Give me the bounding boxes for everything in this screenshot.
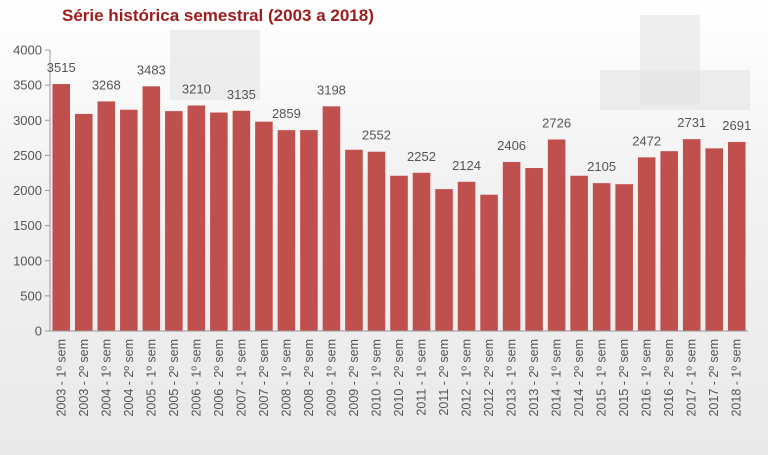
x-tick-label: 2016 - 2º sem bbox=[662, 339, 676, 417]
x-tick-label: 2017 - 1º sem bbox=[685, 339, 699, 417]
bar bbox=[660, 151, 678, 331]
bar bbox=[637, 157, 656, 331]
x-tick-label: 2013 - 2º sem bbox=[527, 339, 541, 417]
x-tick-label: 2005 - 1º sem bbox=[144, 339, 158, 417]
y-tick-label: 4000 bbox=[13, 43, 42, 58]
y-tick-label: 3000 bbox=[13, 113, 42, 128]
x-tick-label: 2012 - 1º sem bbox=[460, 339, 474, 417]
data-label: 2105 bbox=[587, 159, 616, 174]
x-tick-label: 2006 - 2º sem bbox=[212, 339, 226, 417]
x-tick-label: 2010 - 2º sem bbox=[392, 339, 406, 417]
x-tick-label: 2014 - 1º sem bbox=[550, 339, 564, 417]
y-tick-label: 500 bbox=[20, 288, 42, 303]
bar bbox=[210, 112, 228, 332]
x-tick-label: 2018 - 1º sem bbox=[730, 339, 744, 417]
y-tick-label: 0 bbox=[35, 324, 42, 339]
bar bbox=[502, 161, 521, 331]
x-tick-label: 2004 - 1º sem bbox=[99, 339, 113, 417]
bar bbox=[682, 139, 701, 331]
bar bbox=[187, 105, 206, 331]
bar bbox=[142, 86, 161, 332]
bar bbox=[300, 130, 318, 331]
bar bbox=[525, 168, 543, 331]
x-tick-label: 2015 - 1º sem bbox=[595, 339, 609, 417]
data-label: 2859 bbox=[272, 106, 301, 121]
data-label: 3210 bbox=[182, 81, 211, 96]
x-tick-label: 2009 - 2º sem bbox=[347, 339, 361, 417]
bar bbox=[255, 121, 273, 331]
bar bbox=[457, 181, 476, 331]
y-tick-label: 2500 bbox=[13, 148, 42, 163]
x-tick-label: 2004 - 2º sem bbox=[122, 339, 136, 417]
x-tick-label: 2014 - 2º sem bbox=[572, 339, 586, 417]
bar bbox=[367, 151, 386, 331]
background-building bbox=[170, 30, 260, 100]
x-tick-label: 2013 - 1º sem bbox=[505, 339, 519, 417]
data-label: 2552 bbox=[362, 128, 391, 143]
x-tick-label: 2007 - 1º sem bbox=[234, 339, 248, 417]
data-label: 3483 bbox=[137, 62, 166, 77]
x-tick-label: 2017 - 2º sem bbox=[707, 339, 721, 417]
y-tick-label: 2000 bbox=[13, 183, 42, 198]
bar bbox=[727, 141, 746, 331]
data-label: 2472 bbox=[632, 133, 661, 148]
data-label: 3268 bbox=[92, 77, 121, 92]
bar bbox=[570, 175, 588, 331]
x-tick-label: 2016 - 1º sem bbox=[640, 339, 654, 417]
x-tick-label: 2008 - 1º sem bbox=[279, 339, 293, 417]
chart-title: Série histórica semestral (2003 a 2018) bbox=[62, 6, 374, 25]
data-labels: 3515 3268 3483 3210 3135 2859 3198 2552 2252 2124… bbox=[47, 60, 751, 174]
x-tick-label: 2010 - 1º sem bbox=[369, 339, 383, 417]
x-tick-label: 2007 - 2º sem bbox=[257, 339, 271, 417]
x-tick-label: 2006 - 1º sem bbox=[189, 339, 203, 417]
data-label: 2124 bbox=[452, 158, 481, 173]
x-tick-label: 2015 - 2º sem bbox=[617, 339, 631, 417]
data-label: 2726 bbox=[542, 115, 571, 130]
bar bbox=[345, 149, 363, 331]
bar bbox=[74, 113, 93, 332]
bar bbox=[165, 111, 183, 332]
bar bbox=[120, 109, 138, 332]
x-tick-label: 2011 - 2º sem bbox=[437, 339, 451, 416]
y-tick-label: 1500 bbox=[13, 218, 42, 233]
bar bbox=[390, 175, 408, 331]
bar bbox=[52, 84, 71, 331]
bar bbox=[705, 148, 724, 331]
bar bbox=[97, 101, 116, 331]
bar bbox=[412, 172, 431, 331]
x-tick-label: 2011 - 1º sem bbox=[415, 339, 429, 416]
data-label: 2731 bbox=[677, 115, 706, 130]
y-tick-label: 1000 bbox=[13, 253, 42, 268]
x-tick-label: 2009 - 1º sem bbox=[324, 339, 338, 417]
y-tick-label: 3500 bbox=[13, 78, 42, 93]
bars bbox=[52, 84, 746, 332]
data-label: 3515 bbox=[47, 60, 76, 75]
data-label: 3198 bbox=[317, 82, 346, 97]
x-tick-label: 2003 - 1º sem bbox=[54, 339, 68, 417]
x-tick-label: 2003 - 2º sem bbox=[77, 339, 91, 417]
bar bbox=[322, 106, 341, 331]
bar bbox=[232, 110, 251, 331]
x-axis: 2003 - 1º sem 2003 - 2º sem 2004 - 1º sem 2… bbox=[50, 330, 748, 417]
bar bbox=[435, 189, 453, 331]
data-label: 3135 bbox=[227, 87, 256, 102]
bar bbox=[277, 130, 296, 331]
bar bbox=[480, 194, 498, 331]
background-building bbox=[600, 70, 750, 110]
x-tick-label: 2008 - 2º sem bbox=[302, 339, 316, 417]
y-axis: 0 500 1000 1500 2000 2500 3000 3500 4000 bbox=[13, 43, 51, 339]
x-tick-label: 2005 - 2º sem bbox=[167, 339, 181, 417]
data-label: 2252 bbox=[407, 149, 436, 164]
bar bbox=[592, 183, 611, 331]
data-label: 2691 bbox=[722, 118, 751, 133]
data-label: 2406 bbox=[497, 138, 526, 153]
bar bbox=[615, 184, 633, 331]
bar bbox=[547, 139, 566, 331]
x-tick-label: 2012 - 2º sem bbox=[482, 339, 496, 417]
